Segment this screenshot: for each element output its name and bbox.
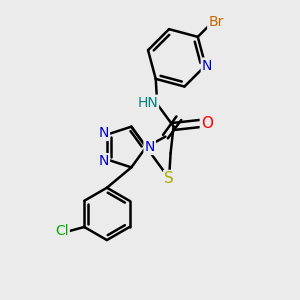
Text: N: N [202, 58, 212, 73]
Text: S: S [164, 171, 174, 186]
Text: Cl: Cl [55, 224, 69, 239]
Text: O: O [201, 116, 213, 131]
Text: N: N [99, 126, 109, 140]
Text: N: N [145, 140, 155, 154]
Text: Br: Br [208, 15, 224, 29]
Text: HN: HN [137, 96, 158, 110]
Text: N: N [99, 154, 109, 168]
